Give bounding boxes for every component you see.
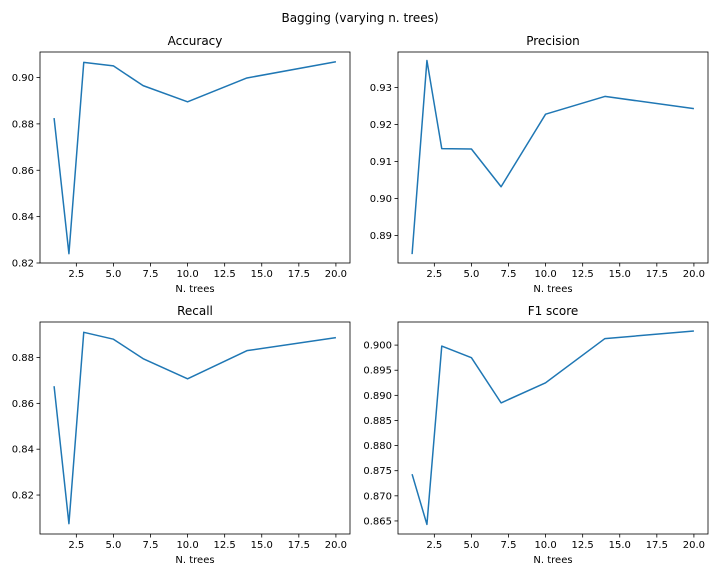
y-tick-label: 0.82 (12, 491, 34, 502)
x-axis-label: N. trees (175, 284, 214, 295)
x-tick-label: 15.0 (251, 540, 273, 551)
subplot-title: Precision (526, 34, 580, 48)
x-tick-label: 2.5 (68, 269, 84, 280)
series-line-0 (53, 331, 337, 525)
x-tick-label: 5.0 (105, 269, 121, 280)
x-tick-label: 12.5 (214, 540, 236, 551)
x-tick-label: 20.0 (683, 540, 705, 551)
x-tick-label: 20.0 (325, 269, 347, 280)
x-tick-label: 17.5 (646, 540, 668, 551)
series-line-0 (53, 61, 337, 255)
y-tick-label: 0.885 (363, 416, 392, 427)
x-tick-label: 10.0 (534, 269, 556, 280)
x-axis-label: N. trees (533, 555, 572, 566)
x-tick-label: 15.0 (609, 540, 631, 551)
y-tick-label: 0.90 (370, 194, 392, 205)
x-axis-label: N. trees (175, 555, 214, 566)
x-tick-label: 12.5 (214, 269, 236, 280)
x-axis-label: N. trees (533, 284, 572, 295)
x-tick-label: 5.0 (105, 540, 121, 551)
y-tick-label: 0.895 (363, 366, 392, 377)
y-tick-label: 0.880 (363, 441, 392, 452)
x-tick-label: 7.5 (501, 269, 517, 280)
x-tick-label: 10.0 (534, 540, 556, 551)
x-tick-label: 15.0 (609, 269, 631, 280)
x-tick-label: 5.0 (463, 269, 479, 280)
axes-frame (397, 321, 709, 535)
x-tick-label: 2.5 (68, 540, 84, 551)
x-tick-label: 2.5 (426, 540, 442, 551)
subplot-accuracy: Accuracy N. trees 2.5 5.0 7.5 10.0 12.5 15.0 1… (12, 34, 351, 295)
y-tick-label: 0.870 (363, 491, 392, 502)
y-tick-label: 0.90 (12, 73, 34, 84)
subplot-precision: Precision N. trees 2.5 5.0 7.5 10.0 12.5 15.0… (370, 34, 709, 295)
x-tick-label: 17.5 (288, 269, 310, 280)
axes-frame (39, 51, 351, 264)
x-tick-label: 17.5 (288, 540, 310, 551)
x-tick-label: 15.0 (251, 269, 273, 280)
x-tick-label: 2.5 (426, 269, 442, 280)
y-tick-label: 0.93 (370, 83, 392, 94)
x-tick-label: 12.5 (572, 269, 594, 280)
x-tick-label: 7.5 (143, 269, 159, 280)
y-tick-label: 0.84 (12, 212, 34, 223)
x-tick-label: 20.0 (683, 269, 705, 280)
x-tick-label: 7.5 (501, 540, 517, 551)
y-tick-label: 0.86 (12, 399, 34, 410)
x-tick-label: 12.5 (572, 540, 594, 551)
y-tick-label: 0.890 (363, 391, 392, 402)
y-tick-label: 0.900 (363, 341, 392, 352)
series-line-0 (411, 330, 694, 526)
x-tick-label: 10.0 (176, 269, 198, 280)
x-tick-label: 5.0 (463, 540, 479, 551)
y-tick-label: 0.86 (12, 166, 34, 177)
y-tick-label: 0.91 (370, 157, 392, 168)
subplot-f1-score: F1 score N. trees 2.5 5.0 7.5 10.0 12.5 15.0 1… (363, 304, 709, 566)
x-tick-label: 10.0 (176, 540, 198, 551)
y-tick-label: 0.82 (12, 259, 34, 270)
x-tick-label: 20.0 (325, 540, 347, 551)
subplot-title: Accuracy (168, 34, 223, 48)
subplot-title: Recall (177, 304, 213, 318)
axes-frame (397, 51, 709, 264)
y-tick-label: 0.875 (363, 466, 392, 477)
y-tick-label: 0.865 (363, 516, 392, 527)
y-tick-label: 0.92 (370, 120, 392, 131)
y-tick-label: 0.88 (12, 119, 34, 130)
figure-suptitle: Bagging (varying n. trees) (281, 11, 438, 25)
axes-frame (39, 321, 351, 535)
x-tick-label: 17.5 (646, 269, 668, 280)
series-line-0 (411, 59, 695, 255)
subplot-title: F1 score (528, 304, 579, 318)
subplot-recall: Recall N. trees 2.5 5.0 7.5 10.0 12.5 15.0 17.… (12, 304, 351, 566)
y-tick-label: 0.88 (12, 353, 34, 364)
y-tick-label: 0.84 (12, 445, 34, 456)
y-tick-label: 0.89 (370, 231, 392, 242)
x-tick-label: 7.5 (143, 540, 159, 551)
